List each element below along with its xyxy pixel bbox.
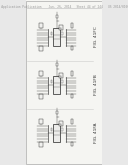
Bar — [71, 23, 73, 28]
Text: Patent Application Publication    Jun. 26, 2014   Sheet 44 of 244   US 2014/0166: Patent Application Publication Jun. 26, … — [0, 5, 128, 9]
Bar — [40, 46, 43, 51]
Text: FIG. 41FA: FIG. 41FA — [94, 123, 98, 143]
Text: FIG. 41FC: FIG. 41FC — [94, 27, 98, 48]
Bar — [53, 124, 60, 142]
Bar — [53, 28, 60, 46]
Bar — [40, 94, 43, 99]
Bar — [56, 15, 58, 18]
Bar — [61, 128, 63, 131]
Bar — [40, 142, 43, 147]
Bar — [56, 111, 58, 114]
Bar — [51, 128, 52, 131]
Bar — [61, 80, 63, 83]
Bar — [71, 119, 73, 124]
Bar — [71, 142, 73, 146]
Bar — [71, 94, 73, 98]
Bar — [51, 32, 52, 35]
Bar — [59, 121, 63, 126]
Bar — [61, 32, 63, 35]
Bar — [40, 23, 43, 28]
Bar — [56, 63, 58, 66]
Bar — [71, 46, 73, 50]
Bar — [53, 76, 60, 94]
Bar — [51, 80, 52, 83]
Bar — [40, 119, 43, 124]
Bar — [59, 73, 63, 78]
Text: FIG. 41FB: FIG. 41FB — [94, 75, 98, 95]
Bar — [59, 25, 63, 30]
Bar — [40, 71, 43, 76]
Bar — [71, 71, 73, 76]
